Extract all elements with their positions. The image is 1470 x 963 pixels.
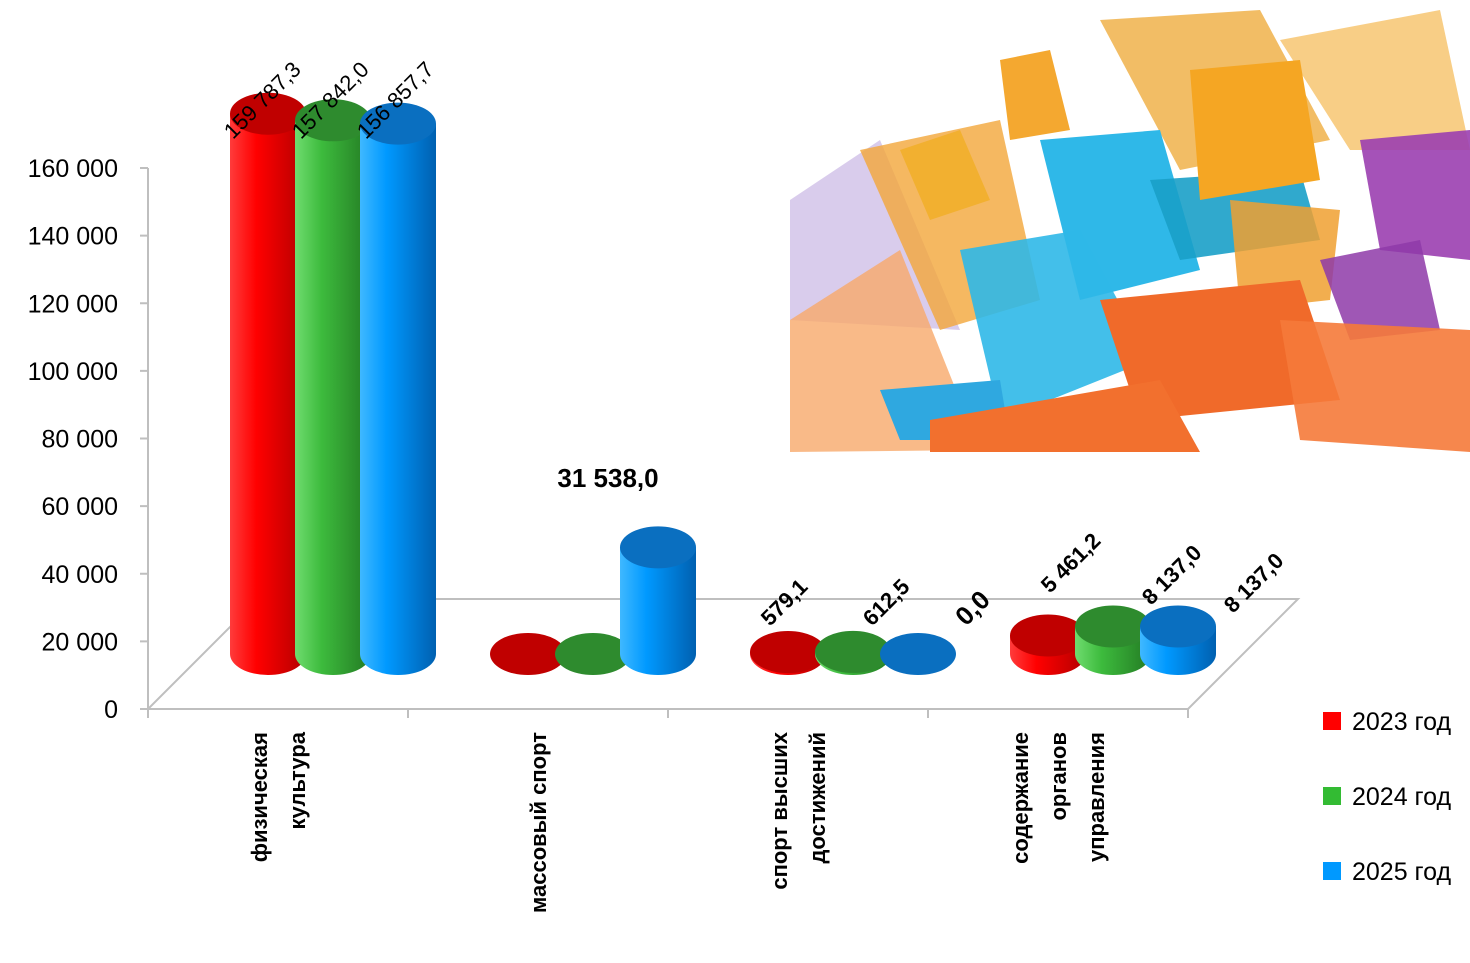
y-tick-label: 100 000 — [28, 358, 118, 386]
legend-label: 2024 год — [1352, 783, 1451, 811]
category-label-line: физическая — [247, 732, 272, 862]
bar — [230, 92, 306, 675]
category-label-line: достижений — [805, 732, 830, 864]
bar — [295, 99, 371, 675]
legend-label: 2023 год — [1352, 708, 1451, 736]
data-label: 8 137,0 — [1219, 548, 1289, 618]
y-tick-label: 40 000 — [42, 561, 118, 589]
bar-top — [1010, 614, 1086, 657]
bar — [815, 630, 891, 675]
legend: 2023 год 2024 год 2025 год — [1323, 708, 1451, 886]
bar-top — [1140, 605, 1216, 648]
category-label-line: массовый спорт — [526, 732, 551, 913]
legend-label: 2025 год — [1352, 858, 1451, 886]
sport-players-illustration — [790, 10, 1470, 452]
category-label-line: управления — [1084, 732, 1109, 862]
bar-body — [620, 547, 696, 675]
bar-body — [230, 113, 306, 675]
bar — [1075, 605, 1151, 675]
data-label: 5 461,2 — [1036, 528, 1106, 598]
bar — [620, 526, 696, 675]
bar — [360, 102, 436, 676]
category-label: массовый спорт — [526, 732, 551, 913]
data-label: 612,5 — [858, 574, 915, 631]
category-label: спорт высших достижений — [767, 731, 830, 889]
bar-top — [750, 631, 826, 674]
bar — [750, 631, 826, 675]
bar-top — [360, 102, 436, 145]
y-tick-label: 140 000 — [28, 223, 118, 251]
y-tick-label: 0 — [104, 696, 118, 724]
bar-top — [620, 526, 696, 569]
category-label-line: спорт высших — [767, 731, 792, 889]
bar-body — [295, 120, 371, 675]
category-label: содержание органов управления — [1008, 732, 1109, 864]
category-labels: физическая культура массовый спорт спорт вы… — [247, 731, 1109, 913]
bar — [490, 633, 566, 675]
category-label-line: культура — [285, 731, 310, 829]
bar — [1140, 605, 1216, 675]
legend-item: 2024 год — [1323, 783, 1451, 811]
data-label: 579,1 — [756, 574, 813, 631]
category-label-line: содержание — [1008, 732, 1033, 864]
bars — [230, 92, 1216, 676]
bar — [880, 633, 956, 675]
bar-top — [815, 630, 891, 673]
y-tick-label: 160 000 — [28, 155, 118, 183]
bar — [1010, 614, 1086, 675]
category-label: физическая культура — [247, 731, 310, 862]
legend-item: 2023 год — [1323, 708, 1451, 736]
legend-item: 2025 год — [1323, 858, 1451, 886]
bar-body — [360, 123, 436, 676]
y-tick-label: 120 000 — [28, 290, 118, 318]
y-tick-label: 60 000 — [42, 493, 118, 521]
y-tick-label: 80 000 — [42, 426, 118, 454]
bar-top — [490, 633, 566, 675]
legend-swatch — [1323, 787, 1341, 805]
bar — [555, 633, 631, 675]
y-axis-ticks: 0 20 000 40 000 60 000 80 000 100 000 120 000 1… — [28, 155, 148, 724]
y-tick-label: 20 000 — [42, 628, 118, 656]
data-label: 0,0 — [949, 584, 996, 631]
bar-top — [230, 92, 306, 135]
bar-top — [555, 633, 631, 675]
legend-swatch — [1323, 862, 1341, 880]
bar-top — [1075, 605, 1151, 648]
legend-swatch — [1323, 712, 1341, 730]
bar-top — [295, 99, 371, 142]
bar-top — [880, 633, 956, 675]
data-label: 31 538,0 — [557, 463, 658, 493]
x-axis-ticks — [147, 709, 1189, 718]
category-label-line: органов — [1046, 732, 1071, 821]
